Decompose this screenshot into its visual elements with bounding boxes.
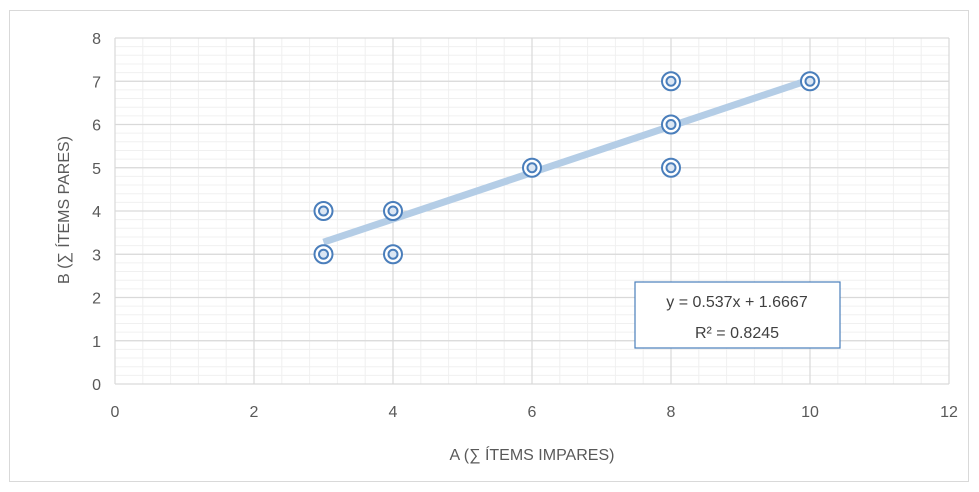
y-tick-label: 6 [92,118,101,135]
y-tick-label: 5 [92,161,101,178]
x-axis-title: A (∑ ÍTEMS IMPARES) [450,445,615,464]
y-axis-ticks: 0 1 2 3 4 5 6 7 8 [92,31,101,394]
y-tick-label: 8 [92,31,101,48]
x-tick-label: 6 [528,404,537,421]
y-tick-label: 0 [92,377,101,394]
y-tick-label: 7 [92,74,101,91]
x-tick-label: 10 [801,404,819,421]
trendline [322,76,812,246]
data-point-inner-ring [318,205,329,217]
data-point-inner-ring [665,162,677,174]
data-point-inner-ring [665,119,677,130]
x-tick-label: 4 [389,404,398,421]
data-point-inner-ring [526,162,538,174]
data-point [383,201,403,221]
trendline-label: y = 0.537x + 1.6667 R² = 0.8245 [634,281,841,349]
data-point [661,157,681,178]
y-tick-label: 1 [92,334,101,351]
data-point-inner-ring [665,75,677,87]
data-point [800,71,820,92]
data-point [522,157,542,178]
data-point [661,114,681,135]
x-tick-label: 8 [667,404,676,421]
y-tick-label: 4 [92,204,101,221]
data-point-inner-ring [387,205,399,217]
y-tick-label: 2 [92,291,101,308]
trendline-label-box [634,281,841,349]
y-axis-title: B (∑ ÍTEMS PARES) [54,136,73,284]
data-points [313,71,820,265]
x-tick-label: 0 [111,404,120,421]
data-point [661,71,681,92]
data-point-inner-ring [387,248,399,260]
trendline-r-squared: R² = 0.8245 [695,325,779,342]
data-point [313,244,334,265]
data-point [313,201,334,221]
x-tick-label: 12 [940,404,958,421]
data-point-inner-ring [804,75,816,87]
trendline-equation: y = 0.537x + 1.6667 [666,294,808,311]
trendline-path [322,76,812,246]
x-axis-ticks: 0 2 4 6 8 10 12 [111,404,958,421]
data-point-inner-ring [318,248,329,260]
data-point [383,244,403,265]
x-tick-label: 2 [250,404,259,421]
y-tick-label: 3 [92,247,101,264]
